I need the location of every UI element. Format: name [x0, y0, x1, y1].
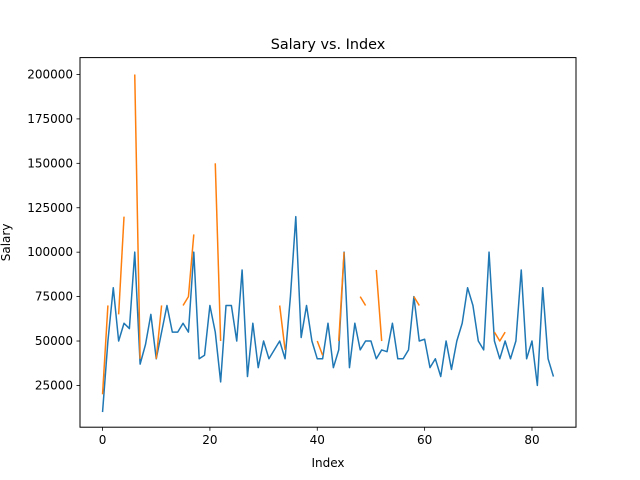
series-2-line-segment-9: [337, 252, 345, 342]
series-2-line-segment-13: [493, 331, 506, 342]
x-tick-label: 20: [202, 433, 217, 447]
series-2-line-segment-3: [134, 74, 141, 359]
series-2-line-segment-1: [101, 305, 109, 395]
plot-frame: [79, 57, 577, 428]
series-2-line-segment-12: [413, 296, 420, 306]
series-2-line-segment-4: [155, 305, 163, 359]
series-2-line-segment-11: [375, 269, 383, 342]
series-2-line-segment-7: [278, 305, 286, 350]
x-tick-label: 80: [524, 433, 539, 447]
series-2-line-segment-10: [359, 296, 367, 306]
series-2-line-segment-5: [182, 234, 195, 306]
y-tick-label: 200000: [27, 67, 73, 81]
x-axis: 0 20 40 60 80: [99, 427, 540, 447]
x-tick-label: 40: [310, 433, 325, 447]
y-tick-label: 25000: [35, 378, 73, 392]
y-tick-label: 100000: [27, 245, 73, 259]
series-2-line-segment-2: [117, 216, 125, 315]
y-tick-label: 125000: [27, 201, 73, 215]
series-1-line-segment-1: [101, 215, 555, 413]
y-tick-label: 75000: [35, 290, 73, 304]
x-axis-title: Index: [311, 456, 344, 470]
series-2-line-segment-8: [316, 340, 324, 356]
x-tick-label: 60: [417, 433, 432, 447]
y-axis-title: Salary: [0, 224, 13, 262]
y-tick-label: 150000: [27, 156, 73, 170]
series-2-line-segment-6: [214, 163, 222, 342]
plot-lines: [101, 74, 555, 413]
chart-title: Salary vs. Index: [271, 37, 386, 53]
x-tick-label: 0: [99, 433, 107, 447]
y-tick-label: 50000: [35, 334, 73, 348]
y-axis: 25000 50000 75000 100000 125000 150000 175000 2…: [27, 67, 80, 392]
y-tick-label: 175000: [27, 112, 73, 126]
